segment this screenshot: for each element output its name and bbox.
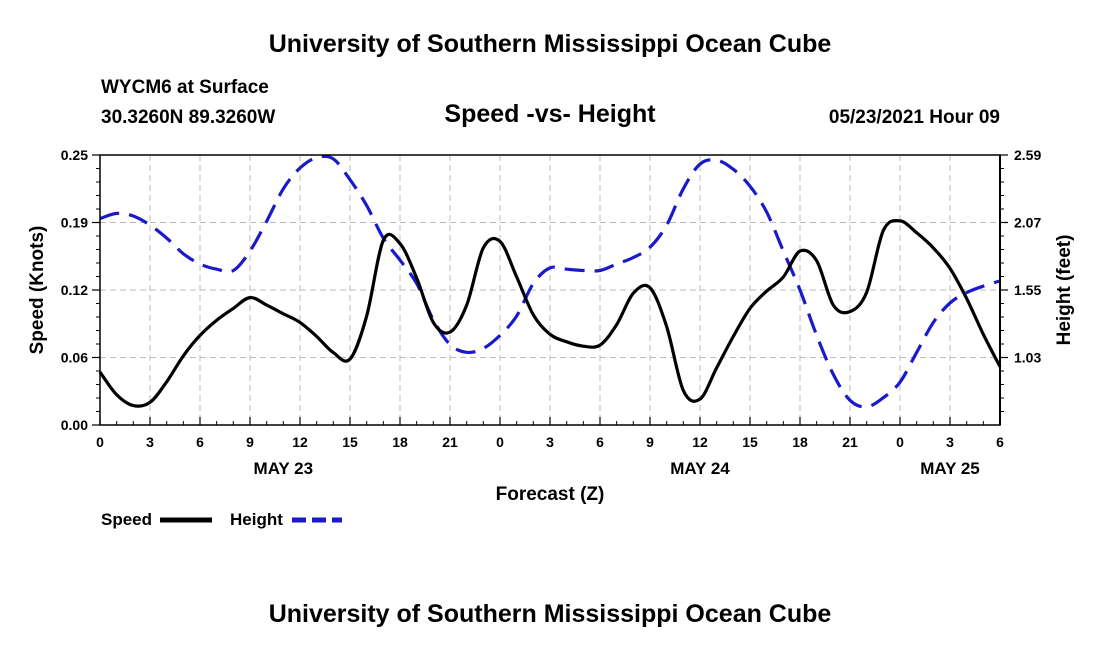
x-tick-label: 0 bbox=[496, 434, 504, 450]
y-left-tick-label: 0.12 bbox=[61, 282, 88, 298]
y-axis-left-title: Speed (Knots) bbox=[27, 226, 48, 355]
x-tick-label: 18 bbox=[792, 434, 808, 450]
x-tick-label: 21 bbox=[442, 434, 458, 450]
axes-layer: 0 3 6 9 12 15 18 21 0 3 6 9 12 15 18 21 0 3 6 MAY 23 MAY 24 M… bbox=[61, 147, 1042, 478]
grid-lines bbox=[100, 155, 1000, 425]
x-tick-label: 0 bbox=[896, 434, 904, 450]
footer-title: University of Southern Mississippi Ocean… bbox=[268, 600, 832, 628]
x-tick-label: 6 bbox=[596, 434, 604, 450]
x-tick-label: 3 bbox=[546, 434, 554, 450]
y-left-tick-label: 0.25 bbox=[61, 147, 88, 163]
y-right-tick-label: 1.03 bbox=[1014, 350, 1041, 366]
x-tick-label: 18 bbox=[392, 434, 408, 450]
x-tick-label: 15 bbox=[742, 434, 758, 450]
x-tick-label: 15 bbox=[342, 434, 358, 450]
y-left-tick-label: 0.19 bbox=[61, 215, 88, 231]
legend: Speed Height bbox=[101, 510, 342, 529]
y-axis-right-title: Height (feet) bbox=[1054, 235, 1075, 346]
x-tick-label: 9 bbox=[646, 434, 654, 450]
y-left-tick-label: 0.00 bbox=[61, 417, 88, 433]
legend-speed-label: Speed bbox=[101, 510, 152, 529]
x-tick-label: 6 bbox=[196, 434, 204, 450]
x-tick-label: 12 bbox=[692, 434, 708, 450]
datetime-label: 05/23/2021 Hour 09 bbox=[828, 107, 1000, 128]
x-date-label: MAY 23 bbox=[254, 459, 314, 478]
x-tick-label: 21 bbox=[842, 434, 858, 450]
y-right-tick-label: 1.55 bbox=[1014, 282, 1041, 298]
x-axis-title: Forecast (Z) bbox=[496, 484, 605, 505]
x-tick-label: 12 bbox=[292, 434, 308, 450]
x-tick-label: 3 bbox=[946, 434, 954, 450]
y-right-tick-label: 2.07 bbox=[1014, 215, 1041, 231]
y-left-tick-label: 0.06 bbox=[61, 350, 88, 366]
station-label: WYCM6 at Surface bbox=[101, 77, 269, 98]
coordinates-label: 30.3260N 89.3260W bbox=[101, 107, 276, 128]
x-tick-label: 9 bbox=[246, 434, 254, 450]
x-date-label: MAY 25 bbox=[920, 459, 980, 478]
height-series-line bbox=[99, 154, 1001, 409]
legend-height-label: Height bbox=[230, 510, 283, 529]
y-right-tick-label: 2.59 bbox=[1014, 147, 1041, 163]
series-layer bbox=[98, 154, 1002, 409]
x-date-label: MAY 24 bbox=[670, 459, 730, 478]
speed-series-line bbox=[98, 218, 1002, 408]
x-tick-label: 3 bbox=[146, 434, 154, 450]
x-tick-label: 6 bbox=[996, 434, 1004, 450]
x-tick-label: 0 bbox=[96, 434, 104, 450]
header-title: University of Southern Mississippi Ocean… bbox=[268, 30, 832, 58]
chart-title: Speed -vs- Height bbox=[444, 100, 656, 128]
